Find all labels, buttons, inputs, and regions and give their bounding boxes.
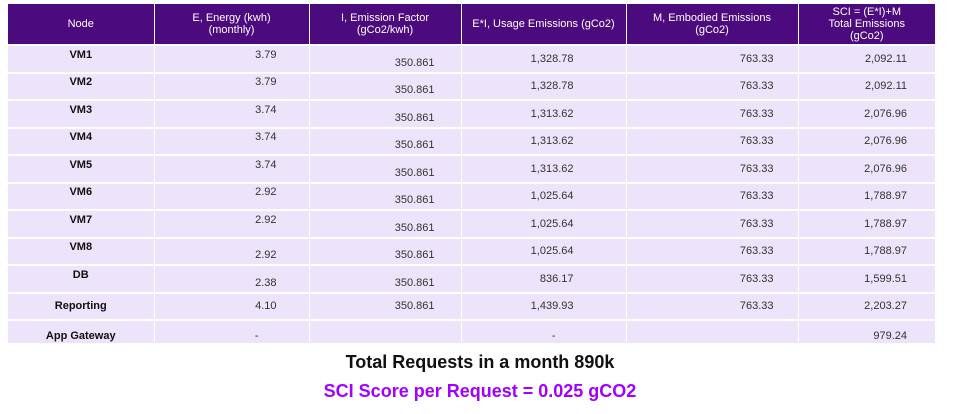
usage-emissions-cell: 1,313.62 (461, 155, 627, 184)
usage-emissions-cell: 1,328.78 (461, 45, 627, 74)
total-emissions-cell: 2,092.11 (798, 45, 935, 74)
node-name: VM1 (8, 45, 155, 74)
embodied-emissions-cell: 763.33 (626, 72, 799, 101)
usage-emissions-cell: 1,313.62 (461, 100, 627, 129)
table-header-row: Node E, Energy (kwh) (monthly) I, Emissi… (8, 4, 935, 46)
usage-emissions-cell: 1,313.62 (461, 127, 627, 156)
usage-emissions-cell: 1,025.64 (461, 182, 627, 211)
total-emissions-cell: 1,599.51 (798, 265, 935, 294)
embodied-emissions-cell (626, 320, 799, 343)
node-name: Reporting (8, 292, 155, 321)
table-row: Reporting 4.10 350.861 1,439.93 763.33 2… (8, 292, 935, 321)
embodied-emissions-cell: 763.33 (626, 292, 799, 321)
usage-emissions-cell: 1,328.78 (461, 72, 627, 101)
embodied-emissions-cell: 763.33 (626, 210, 799, 239)
total-emissions-cell: 1,788.97 (798, 182, 935, 211)
node-name: VM4 (8, 127, 155, 156)
usage-emissions-cell: 1,439.93 (461, 292, 627, 321)
energy-cell: 4.10 (154, 292, 310, 321)
sci-emissions-table: Node E, Energy (kwh) (monthly) I, Emissi… (8, 4, 935, 343)
total-emissions-cell: 979.24 (798, 320, 935, 343)
table-row: VM4 3.74 350.861 1,313.62 763.33 2,076.9… (8, 127, 935, 156)
node-name: VM3 (8, 100, 155, 129)
header-embodied-emissions: M, Embodied Emissions (gCo2) (626, 4, 799, 46)
total-requests-text: Total Requests in a month 890k (345, 352, 615, 372)
energy-cell: 3.79 (154, 45, 310, 74)
total-emissions-cell: 1,788.97 (798, 210, 935, 239)
emission-factor-cell: 350.861 (309, 265, 462, 294)
energy-cell: 2.92 (154, 237, 310, 266)
table-row: App Gateway - - 979.24 (8, 320, 935, 343)
table-row: VM8 2.92 350.861 1,025.64 763.33 1,788.9… (8, 237, 935, 266)
emission-factor-cell: 350.861 (309, 182, 462, 211)
embodied-emissions-cell: 763.33 (626, 45, 799, 74)
header-node: Node (8, 4, 155, 46)
table-row: VM7 2.92 350.861 1,025.64 763.33 1,788.9… (8, 210, 935, 239)
embodied-emissions-cell: 763.33 (626, 155, 799, 184)
emission-factor-cell: 350.861 (309, 292, 462, 321)
node-name: DB (8, 265, 155, 294)
header-emission-factor: I, Emission Factor (gCo2/kwh) (309, 4, 462, 46)
embodied-emissions-cell: 763.33 (626, 265, 799, 294)
table-row: VM5 3.74 350.861 1,313.62 763.33 2,076.9… (8, 155, 935, 184)
usage-emissions-cell: 1,025.64 (461, 210, 627, 239)
node-name: VM8 (8, 237, 155, 266)
embodied-emissions-cell: 763.33 (626, 100, 799, 129)
embodied-emissions-cell: 763.33 (626, 237, 799, 266)
table-row: DB 2.38 350.861 836.17 763.33 1,599.51 (8, 265, 935, 294)
header-energy: E, Energy (kwh) (monthly) (154, 4, 310, 46)
node-name: VM7 (8, 210, 155, 239)
node-name: App Gateway (8, 320, 155, 343)
total-emissions-cell: 2,203.27 (798, 292, 935, 321)
emission-factor-cell: 350.861 (309, 72, 462, 101)
total-emissions-cell: 1,788.97 (798, 237, 935, 266)
energy-cell: 3.74 (154, 127, 310, 156)
emission-factor-cell: 350.861 (309, 100, 462, 129)
energy-cell: 2.38 (154, 265, 310, 294)
emission-factor-cell: 350.861 (309, 45, 462, 74)
table-row: VM1 3.79 350.861 1,328.78 763.33 2,092.1… (8, 45, 935, 74)
emission-factor-cell: 350.861 (309, 210, 462, 239)
total-emissions-cell: 2,076.96 (798, 100, 935, 129)
node-name: VM5 (8, 155, 155, 184)
table-row: VM6 2.92 350.861 1,025.64 763.33 1,788.9… (8, 182, 935, 211)
total-emissions-cell: 2,092.11 (798, 72, 935, 101)
energy-cell: 2.92 (154, 182, 310, 211)
emission-factor-cell: 350.861 (309, 127, 462, 156)
node-name: VM6 (8, 182, 155, 211)
energy-cell: - (154, 320, 310, 343)
energy-cell: 2.92 (154, 210, 310, 239)
energy-cell: 3.74 (154, 100, 310, 129)
emission-factor-cell (309, 320, 462, 343)
sci-score-text: SCI Score per Request = 0.025 gCO2 (323, 381, 637, 401)
table-row: VM3 3.74 350.861 1,313.62 763.33 2,076.9… (8, 100, 935, 129)
usage-emissions-cell: - (461, 320, 627, 343)
usage-emissions-cell: 836.17 (461, 265, 627, 294)
total-emissions-cell: 2,076.96 (798, 127, 935, 156)
table-row: VM2 3.79 350.861 1,328.78 763.33 2,092.1… (8, 72, 935, 101)
header-usage-emissions: E*I, Usage Emissions (gCo2) (461, 4, 627, 46)
node-name: VM2 (8, 72, 155, 101)
total-emissions-cell: 2,076.96 (798, 155, 935, 184)
energy-cell: 3.74 (154, 155, 310, 184)
emission-factor-cell: 350.861 (309, 155, 462, 184)
embodied-emissions-cell: 763.33 (626, 127, 799, 156)
energy-cell: 3.79 (154, 72, 310, 101)
embodied-emissions-cell: 763.33 (626, 182, 799, 211)
header-total-emissions: SCI = (E*I)+M Total Emissions (gCo2) (798, 4, 935, 46)
emission-factor-cell: 350.861 (309, 237, 462, 266)
usage-emissions-cell: 1,025.64 (461, 237, 627, 266)
